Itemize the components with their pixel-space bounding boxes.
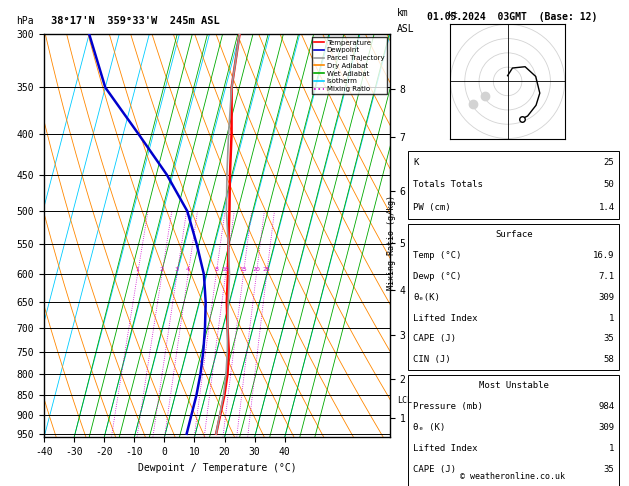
Text: 1: 1 (136, 267, 140, 272)
Text: 20: 20 (252, 267, 260, 272)
Text: Lifted Index: Lifted Index (413, 444, 477, 453)
Text: hPa: hPa (16, 16, 34, 26)
Text: 1: 1 (609, 313, 615, 323)
Bar (408, 151, 619, 219)
Text: 35: 35 (604, 465, 615, 474)
Text: 38°17'N  359°33'W  245m ASL: 38°17'N 359°33'W 245m ASL (51, 16, 220, 26)
Text: 16.9: 16.9 (593, 251, 615, 260)
Text: 01.05.2024  03GMT  (Base: 12): 01.05.2024 03GMT (Base: 12) (428, 12, 598, 22)
Text: 3: 3 (175, 267, 179, 272)
Bar (408, 375, 619, 486)
Bar (408, 224, 619, 370)
Text: K: K (413, 157, 418, 167)
Text: Most Unstable: Most Unstable (479, 381, 548, 390)
Text: 25: 25 (263, 267, 270, 272)
Text: 309: 309 (598, 423, 615, 432)
Text: Temp (°C): Temp (°C) (413, 251, 462, 260)
Text: 8: 8 (214, 267, 218, 272)
Text: Mixing Ratio (g/kg): Mixing Ratio (g/kg) (387, 195, 396, 291)
Text: 1.4: 1.4 (598, 203, 615, 212)
Text: LCL: LCL (397, 396, 412, 404)
Text: 15: 15 (240, 267, 247, 272)
Text: CAPE (J): CAPE (J) (413, 334, 456, 344)
Legend: Temperature, Dewpoint, Parcel Trajectory, Dry Adiabat, Wet Adiabat, Isotherm, Mi: Temperature, Dewpoint, Parcel Trajectory… (311, 37, 386, 94)
Text: 309: 309 (598, 293, 615, 302)
Text: Totals Totals: Totals Totals (413, 180, 483, 190)
Text: Pressure (mb): Pressure (mb) (413, 402, 483, 411)
Text: 25: 25 (604, 157, 615, 167)
Text: 35: 35 (604, 334, 615, 344)
Text: 1: 1 (609, 444, 615, 453)
Text: km: km (397, 8, 409, 18)
Text: 2: 2 (160, 267, 164, 272)
Text: ASL: ASL (397, 24, 415, 34)
Text: 10: 10 (222, 267, 230, 272)
Text: PW (cm): PW (cm) (413, 203, 450, 212)
Text: Surface: Surface (495, 230, 533, 239)
Text: kt: kt (448, 11, 458, 20)
Text: CAPE (J): CAPE (J) (413, 465, 456, 474)
Text: 984: 984 (598, 402, 615, 411)
Text: θₑ(K): θₑ(K) (413, 293, 440, 302)
Text: © weatheronline.co.uk: © weatheronline.co.uk (460, 472, 565, 481)
X-axis label: Dewpoint / Temperature (°C): Dewpoint / Temperature (°C) (138, 463, 296, 473)
Text: 4: 4 (186, 267, 190, 272)
Text: CIN (J): CIN (J) (413, 355, 450, 364)
Text: Lifted Index: Lifted Index (413, 313, 477, 323)
Text: 7.1: 7.1 (598, 272, 615, 281)
Text: Dewp (°C): Dewp (°C) (413, 272, 462, 281)
Text: θₑ (K): θₑ (K) (413, 423, 445, 432)
Text: 50: 50 (604, 180, 615, 190)
Text: 58: 58 (604, 355, 615, 364)
